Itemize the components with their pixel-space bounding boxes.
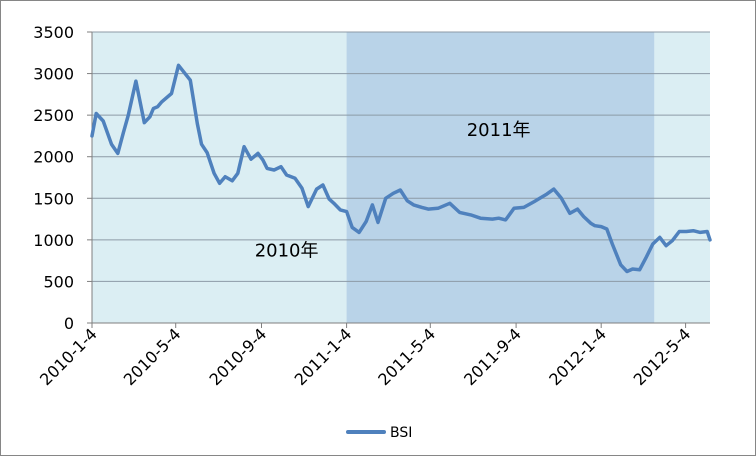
year-annotation: 2010年 <box>255 240 319 261</box>
y-tick-label: 2500 <box>33 106 74 125</box>
y-tick-labels: 0 500 1000 1500 2000 2500 3000 3500 <box>33 23 74 333</box>
y-tick-label: 3000 <box>33 65 74 84</box>
series-line-bsi <box>90 63 712 274</box>
annotations: 2010年 2011年 <box>255 120 531 262</box>
series-layer <box>90 63 712 274</box>
axes <box>91 32 710 324</box>
y-tick-label: 1500 <box>33 189 74 208</box>
legend: BSI <box>346 425 412 441</box>
legend-label-bsi: BSI <box>390 425 412 441</box>
y-tick-label: 1000 <box>33 231 74 250</box>
y-tick-label: 3500 <box>33 23 74 42</box>
y-tick-label: 0 <box>64 314 74 333</box>
shaded-band-layer <box>346 32 655 323</box>
y-tick-label: 500 <box>43 272 74 291</box>
year-annotation: 2011年 <box>467 120 531 141</box>
shaded-band <box>346 32 655 323</box>
y-tick-label: 2000 <box>33 148 74 167</box>
